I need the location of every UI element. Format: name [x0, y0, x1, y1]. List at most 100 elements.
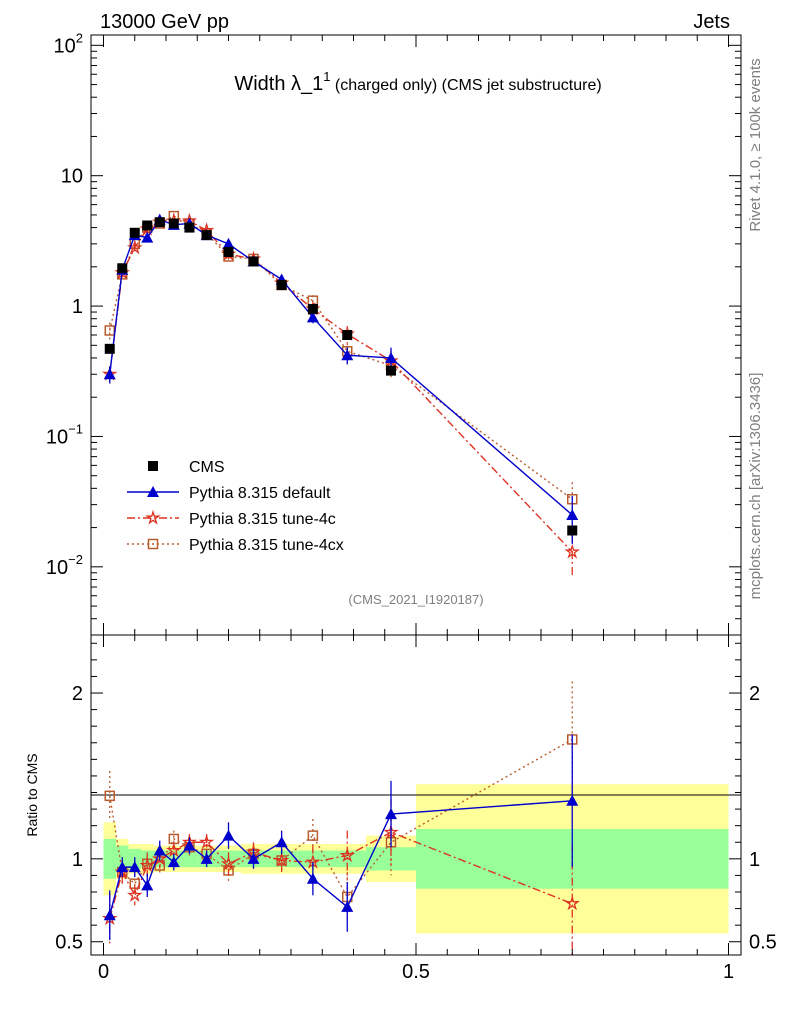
band-inner	[266, 850, 298, 868]
marker-triangle	[222, 829, 235, 841]
marker-cms	[567, 525, 578, 536]
ratio-tick-label: 2	[749, 683, 760, 705]
header-right: Jets	[693, 11, 730, 33]
y-tick-label: 10	[61, 166, 83, 188]
header-left: 13000 GeV pp	[100, 11, 229, 33]
legend-label: CMS	[189, 459, 225, 476]
marker-cms	[117, 263, 128, 274]
marker-triangle	[566, 508, 579, 520]
legend: CMS Pythia 8.315 default Pythia 8.315 tune…	[127, 459, 344, 554]
ratio-ylabel: Ratio to CMS	[24, 753, 40, 836]
marker-star	[564, 543, 581, 559]
title-main: Width λ_1	[234, 73, 323, 95]
mcplots-label: mcplots.cern.ch [arXiv:1306.3436]	[747, 373, 764, 600]
plot-title: Width λ_11 (charged only) (CMS jet subst…	[234, 69, 601, 95]
ratio-panel: 0.5 0.5 1 1 2 2 Ratio to CMS	[24, 634, 777, 956]
legend-label: Pythia 8.315 tune-4c	[189, 511, 336, 528]
marker-triangle	[183, 839, 196, 851]
marker-cms	[223, 246, 234, 257]
marker-star	[151, 850, 168, 866]
x-tick-label: 1	[723, 961, 734, 983]
x-axis-ticks: 0 0.5 1	[98, 35, 734, 983]
marker-cms	[184, 222, 195, 233]
legend-item-default: Pythia 8.315 default	[127, 485, 331, 502]
marker-cms	[201, 230, 212, 241]
legend-item-t4cx: Pythia 8.315 tune-4cx	[127, 537, 344, 554]
marker-triangle	[385, 351, 397, 363]
marker-cms	[248, 256, 259, 267]
marker-cms	[148, 461, 158, 471]
series-cms	[104, 217, 578, 536]
ratio-tick-label: 1	[749, 849, 760, 871]
marker-triangle	[103, 909, 116, 921]
marker-triangle	[141, 879, 154, 891]
marker-triangle	[341, 900, 354, 912]
marker-cms	[129, 227, 140, 238]
marker-triangle	[275, 836, 288, 848]
marker-star	[145, 509, 161, 525]
marker-cms	[276, 280, 287, 291]
marker-star	[564, 895, 581, 911]
marker-triangle	[385, 808, 397, 820]
rivet-label: Rivet 4.1.0, ≥ 100k events	[747, 58, 764, 231]
legend-label: Pythia 8.315 tune-4cx	[189, 537, 344, 554]
marker-triangle	[222, 237, 235, 249]
series-line	[109, 215, 573, 500]
marker-cms	[142, 220, 153, 231]
series-t4c	[101, 212, 581, 577]
marker-triangle	[306, 311, 319, 323]
marker-star	[273, 852, 290, 868]
ratio-line	[109, 831, 573, 919]
marker-cms	[168, 218, 179, 229]
y-tick-label: 1	[72, 296, 83, 318]
marker-triangle	[341, 349, 354, 361]
title-sup: 1	[323, 69, 330, 84]
marker-triangle	[200, 852, 213, 864]
marker-open-square	[307, 830, 319, 841]
main-series-layer	[101, 210, 581, 577]
legend-label: Pythia 8.315 default	[189, 485, 331, 502]
marker-open-square	[104, 790, 115, 802]
band-inner	[181, 850, 198, 868]
marker-triangle	[128, 861, 141, 873]
y-tick-label: 10−2	[46, 552, 83, 579]
series-default	[103, 213, 579, 544]
marker-triangle	[167, 856, 180, 868]
series-t4cx	[104, 210, 578, 524]
band-inner	[103, 838, 116, 879]
series-line	[109, 220, 573, 553]
marker-triangle	[147, 486, 159, 497]
marker-star	[126, 887, 143, 902]
marker-triangle	[103, 368, 116, 380]
y-tick-label: 10−1	[46, 421, 83, 448]
legend-item-cms: CMS	[148, 459, 225, 476]
ratio-series-layer	[101, 681, 581, 955]
ratio-axis-ticks: 0.5 0.5 1 1 2 2	[55, 642, 777, 954]
legend-item-t4c: Pythia 8.315 tune-4c	[127, 509, 336, 528]
ratio-tick-label: 0.5	[749, 932, 777, 954]
marker-star	[139, 857, 156, 873]
x-tick-label: 0	[98, 961, 109, 983]
x-tick-label: 0.5	[402, 961, 430, 983]
marker-cms	[154, 217, 165, 228]
marker-cms	[386, 365, 396, 376]
marker-star	[339, 847, 356, 863]
marker-cms	[104, 343, 115, 354]
marker-cms	[342, 330, 353, 340]
ratio-series-default	[103, 734, 579, 941]
marker-triangle	[116, 861, 129, 873]
marker-open-square	[104, 325, 115, 336]
ratio-tick-label: 1	[72, 849, 83, 871]
ratio-bands	[103, 784, 729, 934]
marker-open-square	[147, 538, 159, 550]
marker-cms	[307, 303, 318, 314]
band-inner	[297, 850, 329, 868]
marker-star	[198, 834, 215, 849]
marker-star	[166, 842, 182, 858]
marker-triangle	[306, 872, 319, 884]
series-line	[109, 218, 573, 516]
marker-triangle	[153, 844, 166, 856]
marker-triangle	[247, 852, 260, 864]
